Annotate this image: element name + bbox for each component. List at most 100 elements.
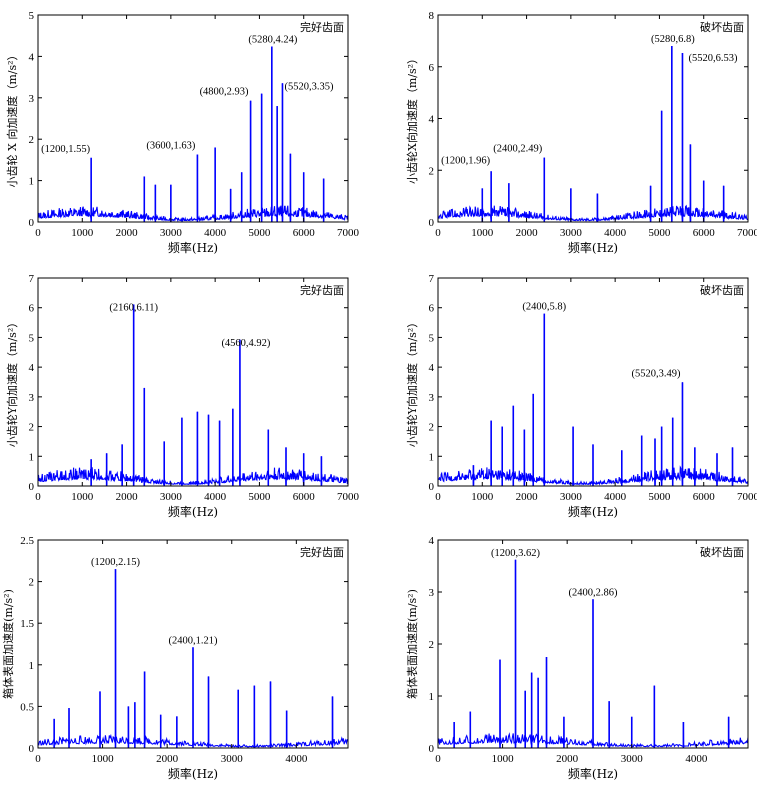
- x-tick-label: 3000: [221, 753, 244, 765]
- y-tick-label: 2: [29, 422, 35, 434]
- y-tick-label: 3: [429, 392, 435, 404]
- y-tick-label: 4: [429, 535, 435, 547]
- axes-frame: [37, 277, 349, 487]
- y-tick-label: 4: [429, 114, 435, 126]
- x-tick-label: 6000: [693, 227, 716, 239]
- spectrum-line: [37, 46, 349, 223]
- x-tick-label: 0: [435, 753, 441, 765]
- y-axis-label: 小齿轮 X 向加速度（m/s²）: [5, 49, 19, 187]
- condition-label: 破坏齿面: [700, 20, 744, 34]
- axes-frame: [37, 539, 349, 749]
- condition-label: 破坏齿面: [700, 545, 744, 559]
- peak-annotation: (2400,2.49): [493, 144, 542, 155]
- chart-panel-p6: (1200,3.62) (2400,2.86) 0 1000 2000 3000 4000 0…: [405, 535, 749, 781]
- axes-frame: [37, 14, 349, 223]
- y-tick-label: 0: [429, 217, 435, 229]
- x-tick-label: 5000: [648, 491, 671, 503]
- x-tick-label: 6000: [293, 227, 316, 239]
- x-tick-label: 1000: [92, 753, 115, 765]
- y-tick-label: 3: [429, 587, 435, 599]
- chart-panel-p1: (1200,1.55) (3600,1.63) (4800,2.93) (5280,4…: [5, 10, 360, 255]
- x-tick-label: 6000: [693, 491, 716, 503]
- chart-panel-p5: (1200,2.15) (2400,1.21) 0 1000 2000 3000 4000 0…: [1, 535, 349, 781]
- y-tick-label: 6: [429, 303, 435, 315]
- x-axis-label: 频率(Hz): [568, 504, 618, 519]
- x-tick-label: 2000: [556, 753, 579, 765]
- y-axis-label: 箱体表面加速度(m/s²): [405, 589, 419, 699]
- x-tick-label: 4000: [204, 227, 227, 239]
- y-tick-label: 3: [29, 392, 35, 404]
- peak-annotation: (4560,4.92): [221, 338, 270, 349]
- x-axis-label: 频率(Hz): [168, 504, 218, 519]
- x-tick-label: 3000: [560, 491, 583, 503]
- condition-label: 完好齿面: [300, 545, 344, 559]
- x-tick-label: 2000: [516, 227, 539, 239]
- y-tick-label: 2: [429, 639, 435, 651]
- peak-annotation: (5520,6.53): [688, 53, 737, 64]
- x-axis-label: 频率(Hz): [568, 766, 618, 781]
- y-tick-label: 5: [29, 332, 35, 344]
- x-tick-label: 2000: [116, 227, 139, 239]
- y-tick-label: 1: [429, 691, 435, 703]
- x-tick-label: 0: [435, 491, 441, 503]
- x-axis-label: 频率(Hz): [168, 766, 218, 781]
- y-tick-label: 6: [29, 303, 35, 315]
- y-tick-label: 0.5: [20, 701, 34, 713]
- x-tick-label: 4000: [685, 753, 708, 765]
- y-tick-label: 2: [29, 577, 35, 589]
- x-tick-label: 3000: [560, 227, 583, 239]
- y-axis-label: 小齿轮Y向加速度（m/s²）: [5, 317, 19, 447]
- peak-annotation: (2400,5.8): [522, 302, 566, 313]
- y-tick-label: 5: [429, 332, 435, 344]
- x-tick-label: 1000: [71, 491, 94, 503]
- x-tick-label: 7000: [737, 227, 757, 239]
- peak-annotation: (4800,2.93): [200, 87, 249, 98]
- x-tick-label: 2000: [156, 753, 179, 765]
- peak-annotation: (3600,1.63): [146, 141, 195, 152]
- x-tick-label: 1000: [71, 227, 94, 239]
- condition-label: 完好齿面: [300, 20, 344, 34]
- y-tick-label: 2.5: [20, 535, 34, 547]
- x-tick-label: 3000: [160, 227, 183, 239]
- peak-annotation: (2400,2.86): [569, 587, 618, 598]
- x-tick-label: 5000: [648, 227, 671, 239]
- x-tick-label: 2000: [116, 491, 139, 503]
- x-tick-label: 1000: [471, 491, 494, 503]
- y-tick-label: 7: [29, 273, 35, 285]
- x-tick-label: 1000: [471, 227, 494, 239]
- condition-label: 破坏齿面: [700, 283, 744, 297]
- x-tick-label: 7000: [337, 227, 360, 239]
- peak-annotation: (1200,2.15): [91, 557, 140, 568]
- chart-panel-p4: (2400,5.8)(5520,3.49)0 1000 2000 3000 4000 50…: [405, 273, 757, 519]
- peak-annotation: (1200,1.55): [41, 144, 90, 155]
- y-tick-label: 4: [29, 51, 35, 63]
- x-tick-label: 2000: [516, 491, 539, 503]
- y-tick-label: 1: [29, 176, 35, 188]
- spectrum-line: [37, 304, 349, 486]
- x-tick-label: 6000: [293, 491, 316, 503]
- peak-annotation: (5520,3.35): [284, 81, 333, 92]
- x-tick-label: 7000: [337, 491, 360, 503]
- y-tick-label: 2: [429, 165, 435, 177]
- x-tick-label: 0: [435, 227, 441, 239]
- y-tick-label: 8: [429, 10, 435, 22]
- x-tick-label: 5000: [248, 491, 271, 503]
- y-tick-label: 0: [29, 217, 35, 229]
- peak-annotation: (2160,6.11): [109, 302, 158, 313]
- peak-annotation: (5280,4.24): [248, 34, 297, 45]
- y-tick-label: 5: [29, 10, 35, 22]
- x-axis-label: 频率(Hz): [568, 240, 618, 255]
- x-tick-label: 7000: [737, 491, 757, 503]
- x-tick-label: 5000: [248, 227, 271, 239]
- y-tick-label: 1: [29, 451, 35, 463]
- peak-annotation: (1200,1.96): [441, 155, 490, 166]
- x-tick-label: 3000: [621, 753, 644, 765]
- x-tick-label: 3000: [160, 491, 183, 503]
- y-tick-label: 4: [29, 362, 35, 374]
- y-tick-label: 1: [429, 451, 435, 463]
- spectrum-line: [437, 559, 749, 748]
- peak-annotation: (5520,3.49): [631, 368, 680, 379]
- x-tick-label: 1000: [492, 753, 515, 765]
- spectrum-line: [437, 46, 748, 223]
